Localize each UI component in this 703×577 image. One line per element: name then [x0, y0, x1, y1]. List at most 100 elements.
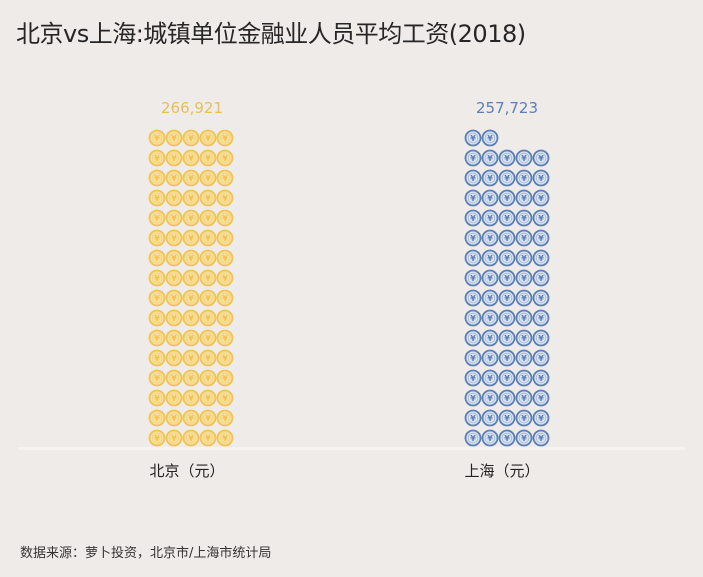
svg-text:¥: ¥ [470, 174, 476, 183]
yuan-coin-icon: ¥ [199, 149, 217, 167]
svg-text:¥: ¥ [222, 374, 228, 383]
svg-text:¥: ¥ [171, 394, 177, 403]
svg-text:¥: ¥ [504, 154, 510, 163]
yuan-coin-icon: ¥ [216, 309, 234, 327]
yuan-coin-icon: ¥ [199, 309, 217, 327]
svg-text:¥: ¥ [538, 174, 544, 183]
yuan-coin-icon: ¥ [165, 409, 183, 427]
yuan-coin-icon: ¥ [182, 209, 200, 227]
svg-text:¥: ¥ [521, 154, 527, 163]
yuan-coin-icon: ¥ [148, 229, 166, 247]
yuan-coin-icon: ¥ [199, 209, 217, 227]
yuan-coin-icon: ¥ [182, 409, 200, 427]
yuan-coin-icon: ¥ [532, 329, 550, 347]
yuan-coin-icon: ¥ [515, 229, 533, 247]
yuan-coin-icon: ¥ [515, 429, 533, 447]
svg-text:¥: ¥ [470, 154, 476, 163]
yuan-coin-icon: ¥ [532, 189, 550, 207]
yuan-coin-icon: ¥ [464, 309, 482, 327]
svg-text:¥: ¥ [188, 334, 194, 343]
svg-text:¥: ¥ [521, 174, 527, 183]
yuan-coin-icon: ¥ [464, 129, 482, 147]
yuan-coin-icon: ¥ [532, 209, 550, 227]
yuan-coin-icon: ¥ [182, 289, 200, 307]
yuan-coin-icon: ¥ [216, 409, 234, 427]
svg-text:¥: ¥ [470, 434, 476, 443]
yuan-coin-icon: ¥ [464, 349, 482, 367]
yuan-coin-icon: ¥ [148, 349, 166, 367]
svg-text:¥: ¥ [188, 174, 194, 183]
yuan-coin-icon: ¥ [148, 429, 166, 447]
svg-text:¥: ¥ [205, 314, 211, 323]
yuan-coin-icon: ¥ [464, 169, 482, 187]
yuan-coin-icon: ¥ [498, 309, 516, 327]
svg-text:¥: ¥ [504, 254, 510, 263]
yuan-coin-icon: ¥ [498, 429, 516, 447]
yuan-coin-icon: ¥ [481, 289, 499, 307]
yuan-coin-icon: ¥ [481, 369, 499, 387]
svg-text:¥: ¥ [188, 354, 194, 363]
yuan-coin-icon: ¥ [515, 369, 533, 387]
yuan-coin-icon: ¥ [216, 209, 234, 227]
yuan-coin-icon: ¥ [515, 349, 533, 367]
svg-text:¥: ¥ [504, 314, 510, 323]
svg-text:¥: ¥ [188, 234, 194, 243]
svg-text:¥: ¥ [487, 414, 493, 423]
svg-text:¥: ¥ [538, 414, 544, 423]
yuan-coin-icon: ¥ [182, 229, 200, 247]
yuan-coin-icon: ¥ [199, 349, 217, 367]
svg-text:¥: ¥ [205, 174, 211, 183]
yuan-coin-icon: ¥ [165, 169, 183, 187]
svg-text:¥: ¥ [171, 174, 177, 183]
svg-text:¥: ¥ [487, 194, 493, 203]
yuan-coin-icon: ¥ [165, 389, 183, 407]
yuan-coin-icon: ¥ [182, 129, 200, 147]
yuan-coin-icon: ¥ [498, 289, 516, 307]
yuan-coin-icon: ¥ [216, 329, 234, 347]
yuan-coin-icon: ¥ [182, 429, 200, 447]
yuan-coin-icon: ¥ [464, 329, 482, 347]
yuan-coin-icon: ¥ [481, 269, 499, 287]
svg-text:¥: ¥ [188, 294, 194, 303]
yuan-coin-icon: ¥ [148, 269, 166, 287]
svg-text:¥: ¥ [171, 274, 177, 283]
svg-text:¥: ¥ [171, 334, 177, 343]
svg-text:¥: ¥ [171, 294, 177, 303]
svg-text:¥: ¥ [521, 394, 527, 403]
svg-text:¥: ¥ [521, 254, 527, 263]
svg-text:¥: ¥ [154, 274, 160, 283]
svg-text:¥: ¥ [205, 254, 211, 263]
yuan-coin-icon: ¥ [498, 349, 516, 367]
svg-text:¥: ¥ [154, 374, 160, 383]
svg-text:¥: ¥ [222, 294, 228, 303]
svg-text:¥: ¥ [487, 174, 493, 183]
yuan-coin-icon: ¥ [481, 329, 499, 347]
yuan-coin-icon: ¥ [216, 189, 234, 207]
svg-text:¥: ¥ [470, 394, 476, 403]
yuan-coin-icon: ¥ [481, 389, 499, 407]
svg-text:¥: ¥ [470, 314, 476, 323]
svg-text:¥: ¥ [521, 274, 527, 283]
svg-text:¥: ¥ [205, 294, 211, 303]
svg-text:¥: ¥ [504, 414, 510, 423]
svg-text:¥: ¥ [222, 274, 228, 283]
svg-text:¥: ¥ [470, 134, 476, 143]
yuan-coin-icon: ¥ [464, 409, 482, 427]
yuan-coin-icon: ¥ [532, 229, 550, 247]
svg-text:¥: ¥ [205, 134, 211, 143]
svg-text:¥: ¥ [188, 314, 194, 323]
svg-text:¥: ¥ [504, 234, 510, 243]
yuan-coin-icon: ¥ [464, 229, 482, 247]
svg-text:¥: ¥ [487, 334, 493, 343]
yuan-coin-icon: ¥ [481, 189, 499, 207]
svg-text:¥: ¥ [171, 214, 177, 223]
svg-text:¥: ¥ [521, 354, 527, 363]
yuan-coin-icon: ¥ [182, 269, 200, 287]
svg-text:¥: ¥ [222, 414, 228, 423]
svg-text:¥: ¥ [487, 134, 493, 143]
svg-text:¥: ¥ [538, 154, 544, 163]
svg-text:¥: ¥ [154, 354, 160, 363]
yuan-coin-icon: ¥ [148, 149, 166, 167]
yuan-coin-icon: ¥ [532, 149, 550, 167]
svg-text:¥: ¥ [222, 154, 228, 163]
